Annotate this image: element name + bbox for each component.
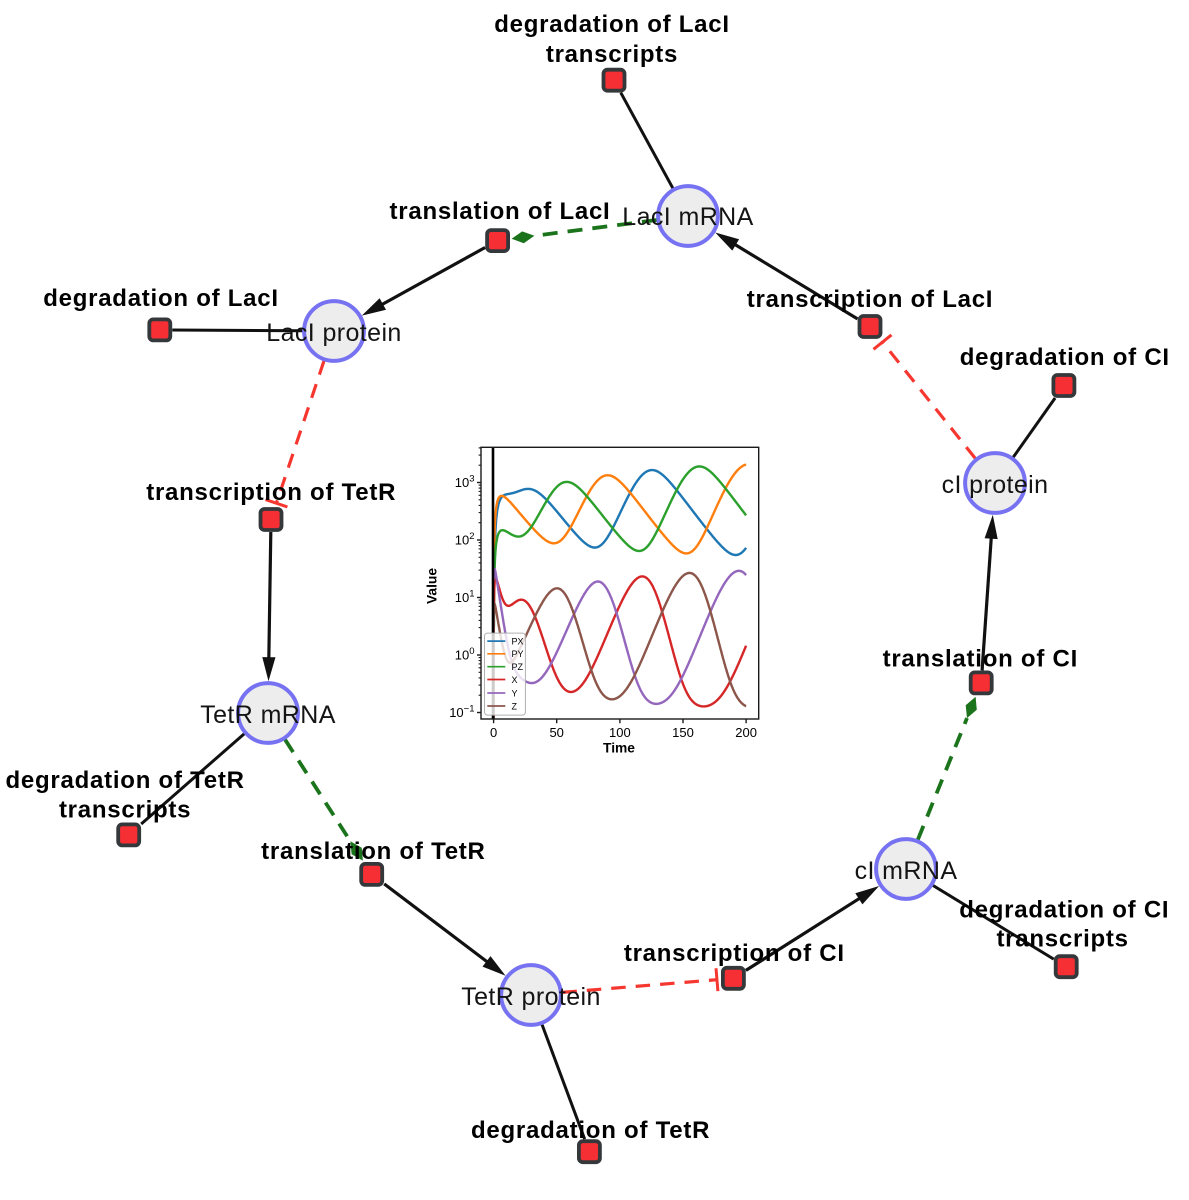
svg-text:transcription of CI: transcription of CI bbox=[624, 940, 845, 967]
svg-text:150: 150 bbox=[672, 725, 694, 740]
svg-text:Z: Z bbox=[512, 701, 518, 711]
svg-text:50: 50 bbox=[549, 725, 563, 740]
svg-text:200: 200 bbox=[735, 725, 757, 740]
svg-text:translation of TetR: translation of TetR bbox=[261, 838, 485, 865]
svg-text:Time: Time bbox=[603, 741, 635, 756]
svg-text:degradation of TetR: degradation of TetR bbox=[471, 1117, 710, 1144]
svg-text:PX: PX bbox=[512, 636, 524, 646]
svg-text:0: 0 bbox=[490, 725, 497, 740]
svg-text:transcripts: transcripts bbox=[59, 797, 191, 824]
svg-text:degradation of CI: degradation of CI bbox=[959, 897, 1169, 924]
svg-text:PZ: PZ bbox=[512, 662, 524, 672]
svg-text:TetR mRNA: TetR mRNA bbox=[200, 701, 336, 729]
svg-text:degradation of LacI: degradation of LacI bbox=[494, 11, 730, 38]
svg-text:X: X bbox=[512, 675, 518, 685]
svg-text:transcripts: transcripts bbox=[546, 41, 678, 68]
svg-text:degradation of TetR: degradation of TetR bbox=[6, 767, 245, 794]
svg-text:transcription of TetR: transcription of TetR bbox=[146, 479, 396, 506]
svg-text:Value: Value bbox=[424, 568, 439, 604]
svg-text:transcription of LacI: transcription of LacI bbox=[747, 286, 993, 313]
svg-text:cI protein: cI protein bbox=[942, 471, 1049, 499]
svg-text:transcripts: transcripts bbox=[996, 925, 1128, 952]
svg-text:cI mRNA: cI mRNA bbox=[855, 857, 958, 885]
svg-text:translation of CI: translation of CI bbox=[883, 646, 1078, 673]
svg-text:degradation of LacI: degradation of LacI bbox=[43, 285, 279, 312]
svg-text:translation of LacI: translation of LacI bbox=[390, 198, 611, 225]
svg-text:TetR protein: TetR protein bbox=[461, 983, 601, 1011]
svg-text:100: 100 bbox=[609, 725, 631, 740]
svg-text:LacI mRNA: LacI mRNA bbox=[622, 203, 753, 231]
svg-text:Y: Y bbox=[512, 688, 518, 698]
svg-text:degradation of CI: degradation of CI bbox=[960, 344, 1170, 371]
svg-text:LacI protein: LacI protein bbox=[266, 319, 401, 347]
svg-text:PY: PY bbox=[512, 649, 524, 659]
